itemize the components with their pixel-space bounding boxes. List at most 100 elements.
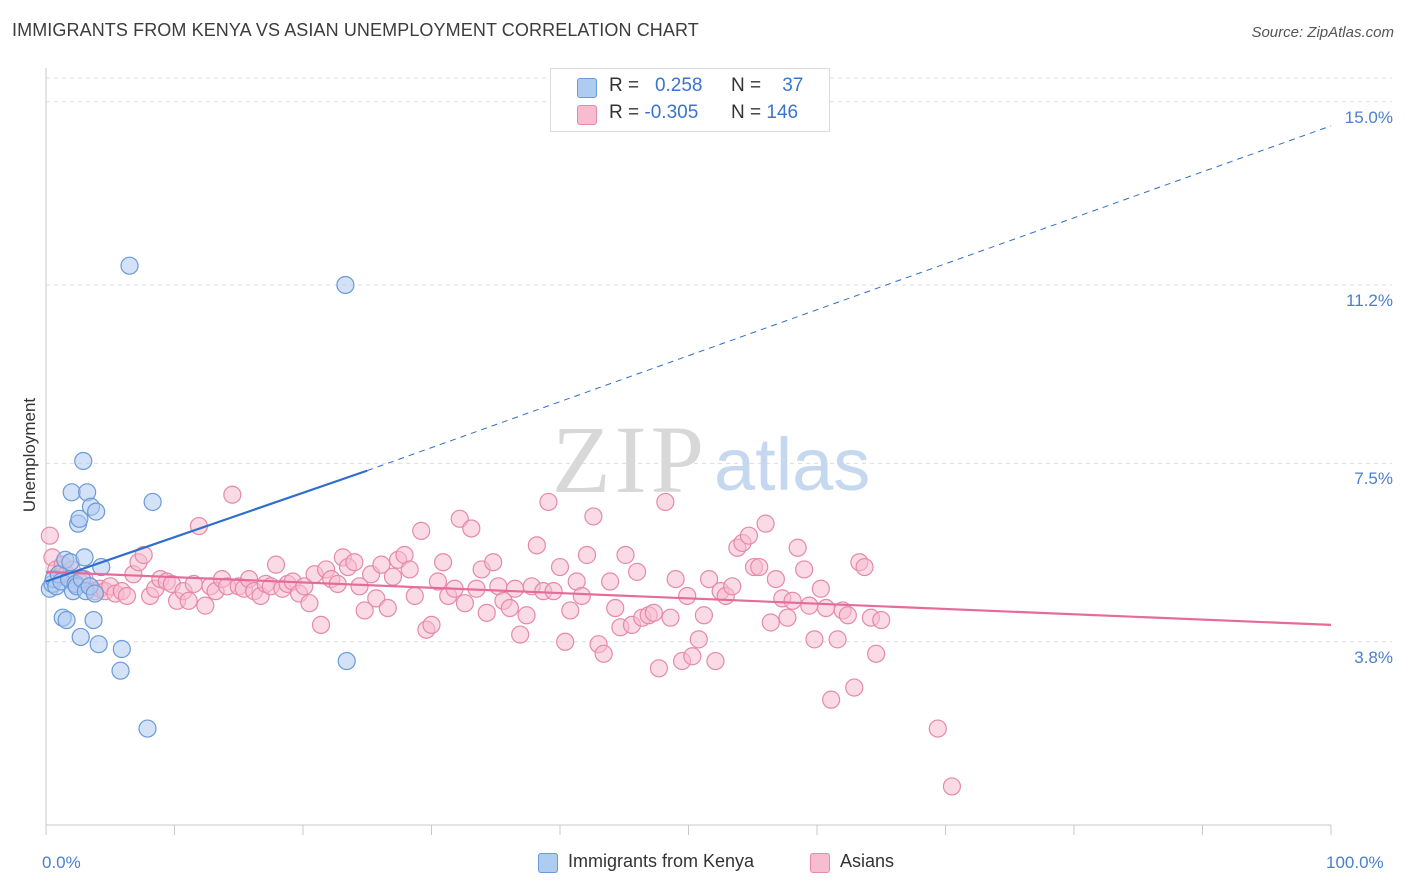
asians-point: [756, 514, 775, 533]
asians-point: [550, 557, 570, 577]
asians-point: [484, 553, 503, 572]
grid-lines: [46, 77, 1392, 643]
asians-point: [500, 598, 519, 618]
legend-n-asians: N = 146: [731, 102, 799, 123]
watermark-zip: ZIP: [552, 406, 708, 513]
y-tick-label: 15.0%: [1344, 107, 1393, 127]
kenya-point: [84, 610, 103, 630]
asians-point: [867, 644, 886, 663]
asians-points: [40, 485, 962, 796]
asians-point: [761, 613, 780, 632]
asians-point: [477, 603, 496, 622]
asians-trend-line: [45, 570, 1332, 627]
legend-r-asians: R = -0.305: [609, 102, 699, 123]
asians-point: [778, 608, 797, 627]
asians-point: [572, 586, 591, 606]
asians-point: [196, 596, 215, 615]
asians-point: [838, 606, 857, 625]
asians-point: [678, 586, 697, 606]
asians-point: [723, 577, 742, 596]
asians-point: [311, 615, 331, 635]
asians-point: [644, 603, 663, 622]
asians-point: [816, 598, 836, 618]
asians-point: [666, 569, 685, 589]
asians-point: [372, 555, 391, 574]
asians-point: [594, 644, 613, 663]
kenya-point: [112, 639, 131, 659]
asians-point: [811, 579, 830, 598]
asians-point: [788, 538, 807, 557]
legend-swatch-kenya: [577, 78, 597, 98]
asians-point: [928, 719, 947, 738]
asians-point: [783, 591, 802, 610]
legend-row-asians: R = -0.305 N = 146: [551, 102, 829, 128]
asians-point: [511, 625, 530, 644]
kenya-point: [70, 509, 89, 528]
asians-point: [661, 608, 680, 627]
chart-source: Source: ZipAtlas.com: [1251, 24, 1394, 41]
series-legend-label-asians: Asians: [840, 851, 895, 871]
asians-point: [527, 536, 546, 555]
kenya-point: [71, 627, 90, 647]
kenya-point: [336, 275, 355, 295]
correlation-legend: R = 0.258 N = 37 R = -0.305 N = 146: [550, 68, 830, 132]
asians-point: [266, 555, 286, 574]
asians-point: [355, 601, 374, 620]
asians-point: [584, 507, 603, 526]
asians-point: [699, 569, 719, 589]
asians-point: [556, 632, 575, 651]
y-axis-title: Unemployment: [20, 397, 39, 513]
asians-point: [805, 630, 824, 649]
asians-point: [689, 630, 708, 649]
asians-point: [766, 569, 785, 589]
series-legend: Immigrants from Kenya Asians: [0, 851, 1406, 879]
asians-point: [601, 572, 620, 591]
asians-point: [405, 586, 424, 606]
asians-point: [822, 690, 841, 709]
asians-point: [683, 647, 702, 666]
kenya-point: [87, 502, 106, 521]
x-tick-label-max: 100.0%: [1326, 853, 1384, 872]
asians-point: [616, 545, 635, 565]
asians-point: [739, 526, 758, 545]
asians-point: [845, 678, 864, 697]
asians-point: [656, 492, 675, 512]
asians-point: [942, 777, 962, 796]
kenya-point: [337, 651, 356, 671]
legend-r-kenya: R = 0.258: [609, 75, 703, 96]
asians-point: [455, 594, 475, 613]
asians-point: [649, 659, 669, 678]
asians-point: [428, 572, 448, 591]
asians-point: [505, 579, 525, 598]
asians-point: [378, 598, 397, 618]
kenya-point: [75, 548, 94, 567]
asians-point: [223, 485, 242, 504]
trend-lines: [45, 125, 1332, 627]
asians-point: [300, 594, 319, 613]
asians-point: [433, 553, 453, 572]
asians-point: [795, 560, 814, 579]
kenya-point: [57, 610, 76, 630]
y-tick-label: 7.5%: [1354, 469, 1393, 489]
kenya-point: [138, 719, 157, 738]
x-tick-label-min: 0.0%: [42, 853, 81, 872]
kenya-point: [89, 635, 108, 654]
asians-point: [800, 596, 819, 615]
asians-point: [412, 521, 431, 540]
kenya-trend-line: [45, 469, 368, 583]
asians-point: [706, 651, 725, 671]
watermark-atlas: atlas: [714, 423, 870, 506]
asians-point: [422, 615, 441, 635]
series-legend-swatch-kenya: [538, 853, 558, 873]
asians-point: [627, 562, 647, 581]
asians-point: [606, 598, 625, 618]
kenya-point: [74, 451, 93, 471]
series-legend-swatch-asians: [810, 853, 830, 873]
legend-n-kenya: N = 37: [731, 75, 804, 96]
chart-title: IMMIGRANTS FROM KENYA VS ASIAN UNEMPLOYM…: [12, 20, 699, 40]
axes: [45, 68, 1332, 835]
asians-point: [539, 492, 558, 512]
asians-point: [134, 545, 153, 565]
asians-point: [517, 606, 536, 625]
kenya-points: [40, 256, 356, 738]
